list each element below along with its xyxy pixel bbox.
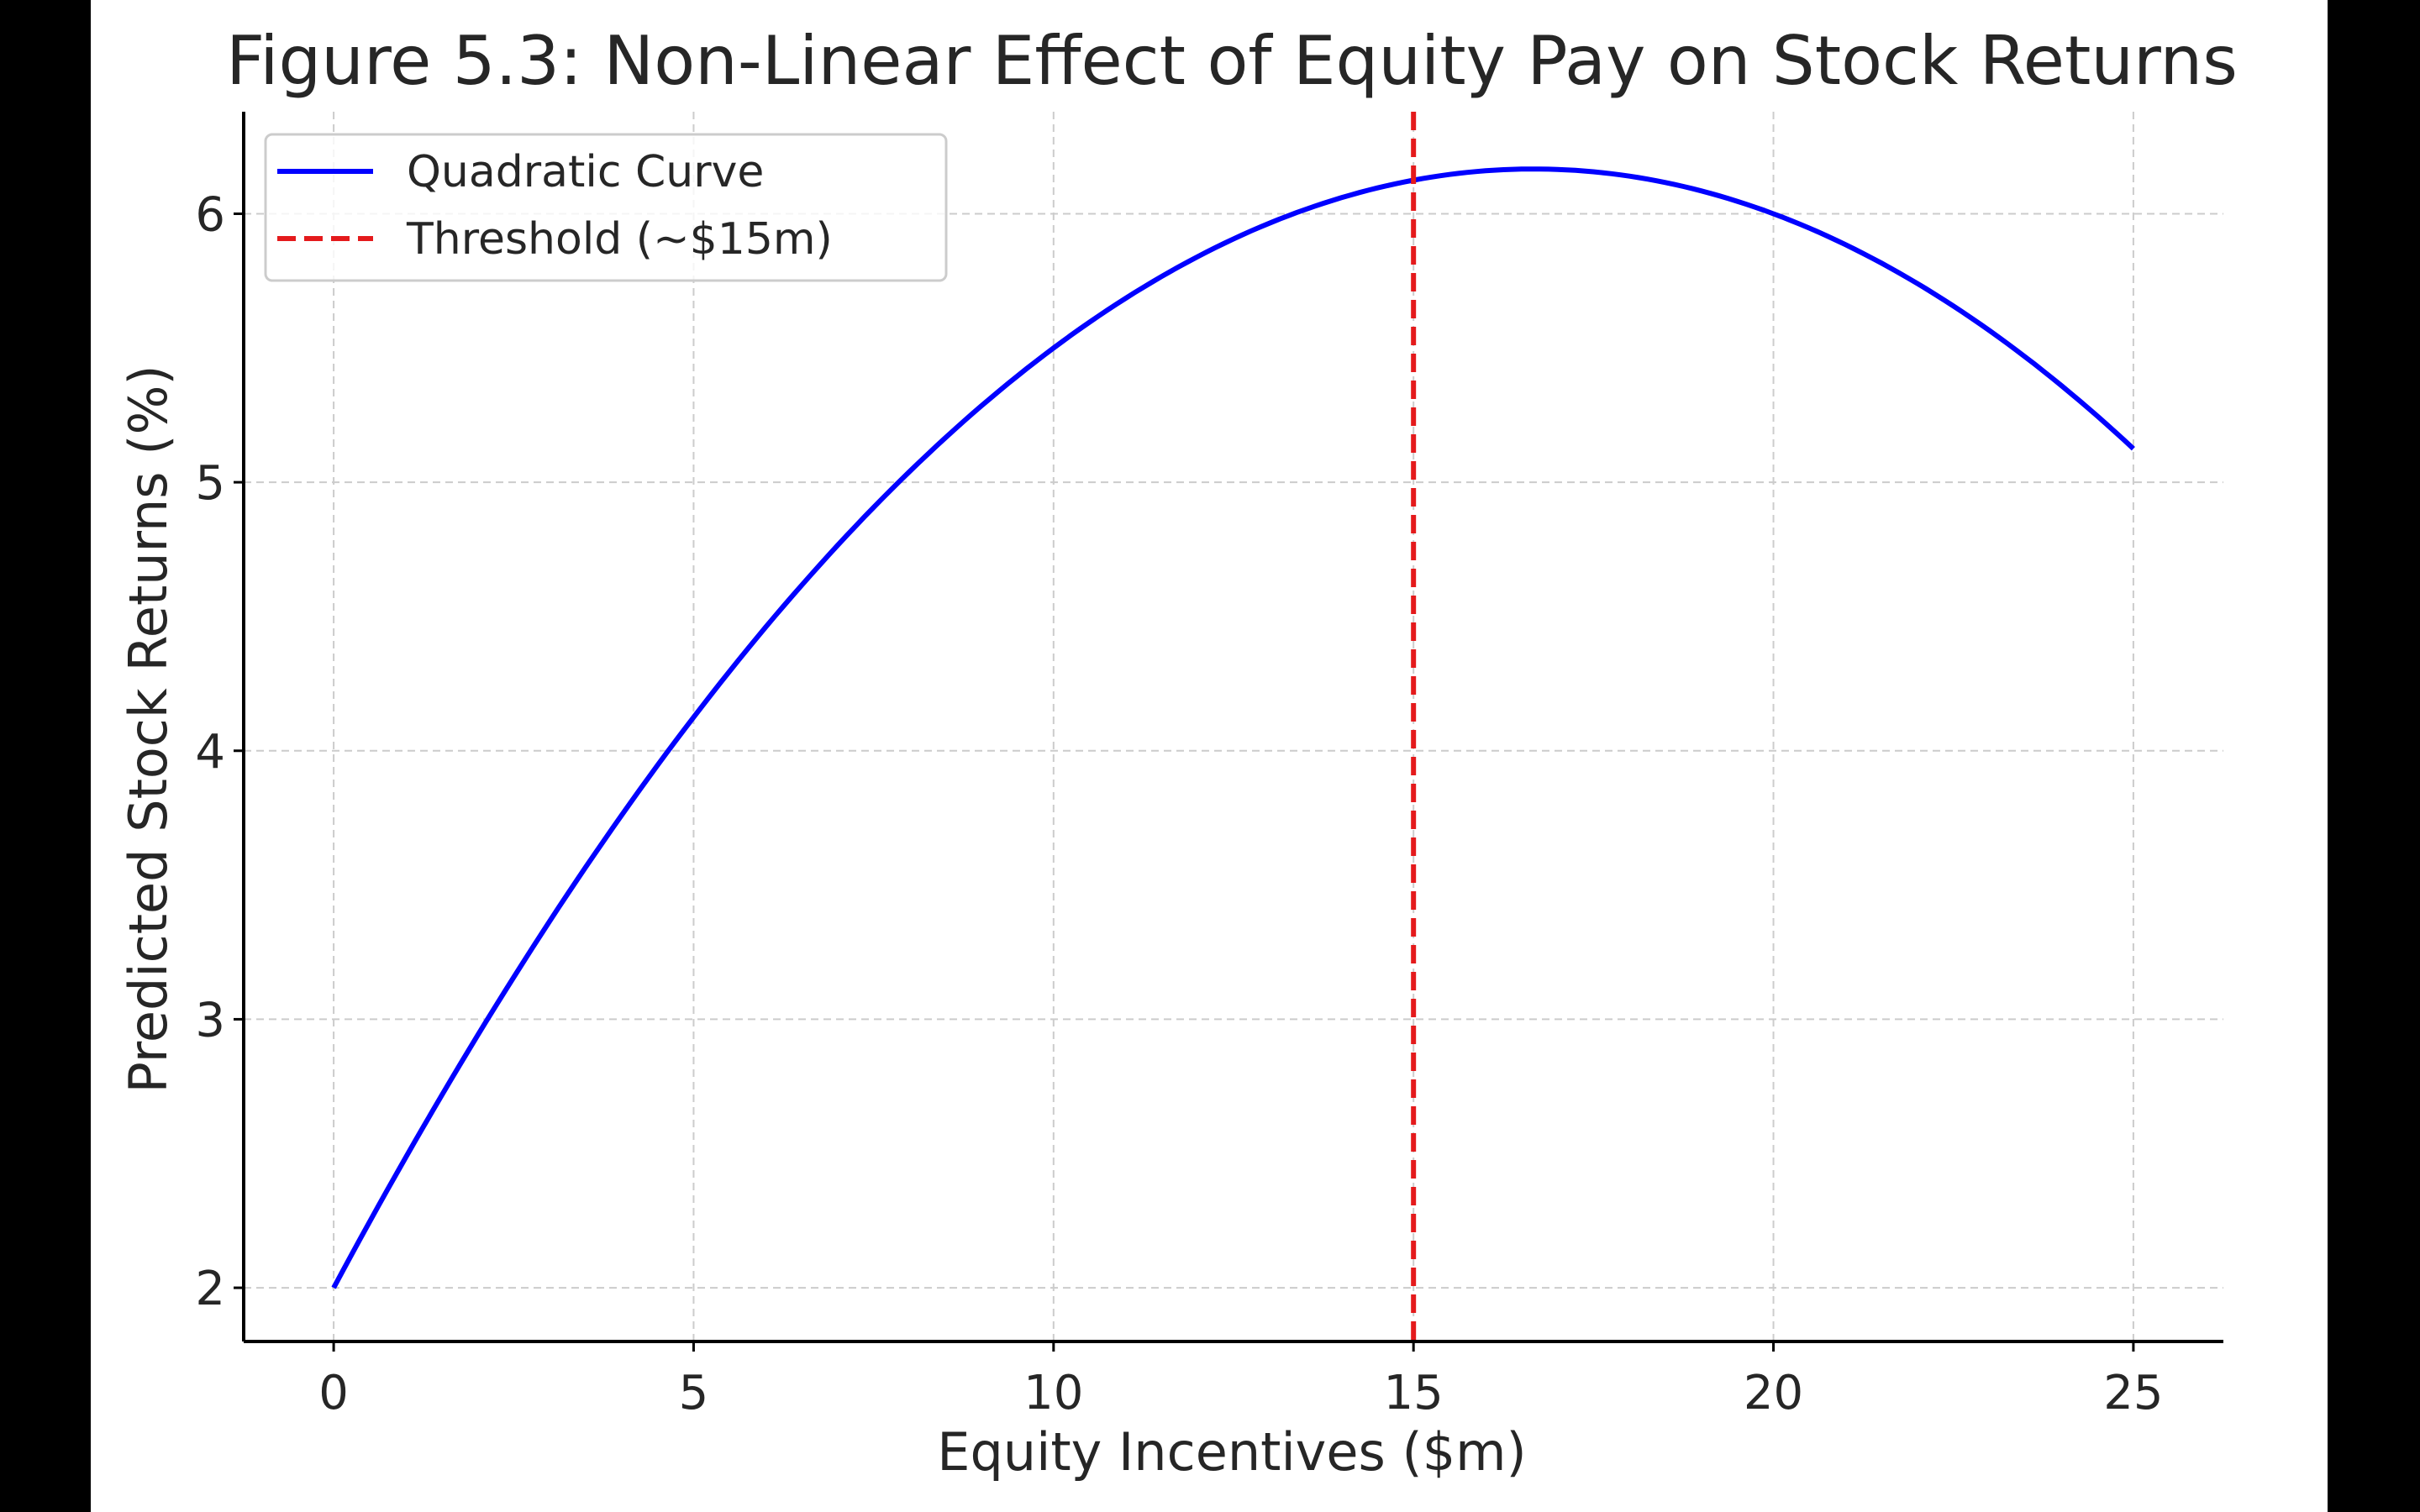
- x-axis-label: Equity Incentives ($m): [937, 1421, 1526, 1483]
- legend-label-quadratic-curve: Quadratic Curve: [407, 147, 764, 197]
- y-tick-label: 3: [195, 993, 225, 1047]
- legend: Quadratic Curve Threshold (~$15m): [264, 133, 948, 282]
- ticks: 0 5 10 15 20 25 2 3 4 5 6: [195, 187, 2163, 1420]
- x-tick-label: 5: [679, 1366, 709, 1420]
- y-axis-label: Predicted Stock Returns (%): [118, 365, 179, 1093]
- grid-lines: [244, 112, 2223, 1341]
- chart-figure: Figure 5.3: Non-Linear Effect of Equity …: [91, 0, 2328, 1512]
- line-chart: Figure 5.3: Non-Linear Effect of Equity …: [118, 22, 2238, 1483]
- plot-series: [331, 112, 2135, 1341]
- x-tick-label: 0: [318, 1366, 349, 1420]
- series-line-quadratic-curve: [331, 166, 2135, 1289]
- y-tick-label: 5: [195, 456, 225, 511]
- x-tick-label: 20: [1744, 1366, 1803, 1420]
- x-tick-label: 25: [2103, 1366, 2163, 1420]
- legend-box: [264, 133, 948, 282]
- x-tick-label: 10: [1023, 1366, 1083, 1420]
- y-tick-label: 4: [195, 725, 225, 780]
- axes: [242, 112, 2223, 1343]
- y-tick-label: 6: [195, 187, 225, 242]
- y-tick-label: 2: [195, 1262, 225, 1316]
- legend-label-threshold: Threshold (~$15m): [406, 214, 833, 265]
- x-tick-label: 15: [1384, 1366, 1444, 1420]
- chart-title: Figure 5.3: Non-Linear Effect of Equity …: [226, 22, 2238, 100]
